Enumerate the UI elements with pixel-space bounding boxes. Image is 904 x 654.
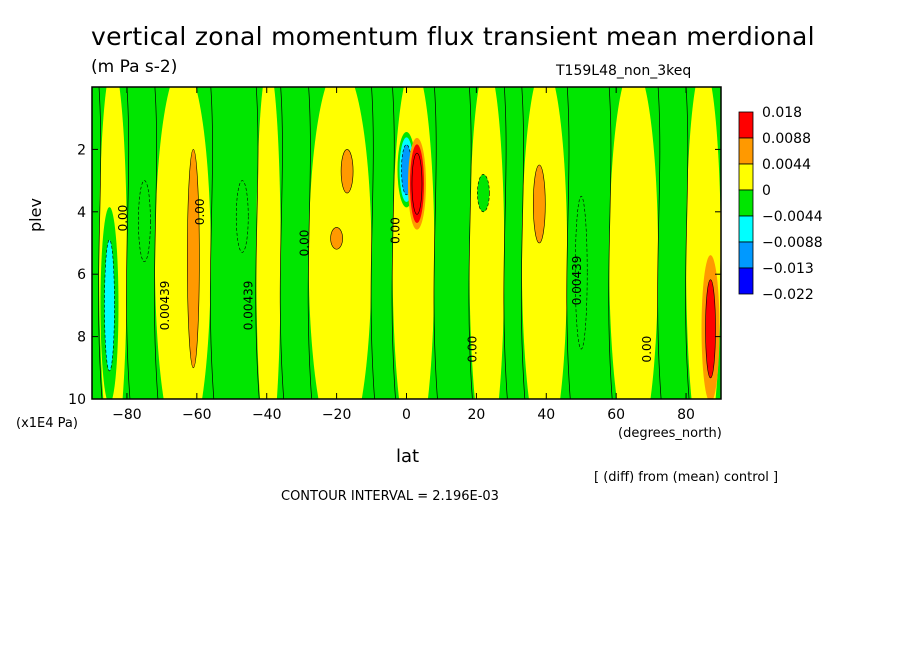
contour-label: 0.00 bbox=[116, 205, 130, 232]
y-axis-unit: (x1E4 Pa) bbox=[16, 416, 78, 431]
y-tick-label: 4 bbox=[77, 205, 86, 221]
positive-band bbox=[521, 87, 568, 399]
positive-band bbox=[392, 87, 435, 399]
contour-line bbox=[685, 87, 690, 399]
contour-label: 0.00439 bbox=[570, 256, 584, 306]
positive-band bbox=[154, 87, 211, 399]
y-tick-label: 10 bbox=[68, 392, 86, 408]
color-legend: 0.018 0.0088 0.0044 0 −0.0044 −0.0088 −0.013 −0… bbox=[738, 105, 823, 303]
chart-units: (m Pa s-2) bbox=[91, 57, 178, 77]
y-tick-label: 2 bbox=[77, 142, 86, 158]
positive-band bbox=[609, 87, 659, 399]
legend-label: −0.013 bbox=[762, 261, 814, 277]
contour-line bbox=[391, 87, 396, 399]
legend-label: 0 bbox=[762, 183, 771, 199]
feature-core bbox=[235, 180, 249, 253]
x-tick-label: 20 bbox=[467, 407, 485, 423]
contour-line bbox=[98, 87, 103, 399]
x-tick-label: −20 bbox=[322, 407, 352, 423]
legend-swatch bbox=[738, 267, 754, 295]
legend-label: 0.0088 bbox=[762, 131, 811, 147]
legend-label: 0.018 bbox=[762, 105, 802, 121]
contour-line bbox=[468, 87, 473, 399]
contour-label: 0.00 bbox=[193, 198, 207, 225]
contour-line bbox=[255, 87, 260, 399]
diff-note: [ (diff) from (mean) control ] bbox=[594, 470, 779, 485]
positive-band bbox=[686, 87, 721, 399]
contour-label: 0.00439 bbox=[242, 281, 256, 331]
contour-line bbox=[154, 87, 159, 399]
x-axis: −80 −60 −40 −20 0 20 40 60 80 bbox=[112, 87, 695, 423]
x-tick-label: −60 bbox=[182, 407, 212, 423]
legend-swatch bbox=[738, 215, 754, 243]
contour-line bbox=[657, 87, 662, 399]
positive-band bbox=[308, 87, 372, 399]
legend-swatch bbox=[738, 241, 754, 269]
y-tick-label: 8 bbox=[77, 330, 86, 346]
feature-core bbox=[477, 174, 490, 213]
x-tick-label: 40 bbox=[537, 407, 555, 423]
feature-core bbox=[138, 180, 151, 263]
legend-label: −0.022 bbox=[762, 287, 814, 303]
feature-core bbox=[340, 149, 354, 194]
legend-swatch bbox=[738, 137, 754, 165]
feature-core bbox=[187, 149, 200, 369]
legend-swatch bbox=[738, 111, 754, 139]
x-axis-unit: (degrees_north) bbox=[618, 426, 722, 441]
positive-band bbox=[256, 87, 281, 399]
feature-core bbox=[705, 279, 716, 379]
plot-area: 0.00 0.00439 0.00 0.00439 0.00 0.00 0.00 0.0043… bbox=[92, 87, 721, 399]
legend-swatch bbox=[738, 189, 754, 217]
contour-line bbox=[566, 87, 571, 399]
feature-core bbox=[411, 152, 423, 215]
contour-label: 0.00 bbox=[640, 336, 654, 363]
contour-line bbox=[279, 87, 285, 399]
legend-label: 0.0044 bbox=[762, 157, 811, 173]
positive-band bbox=[469, 87, 505, 399]
x-tick-label: 80 bbox=[677, 407, 695, 423]
y-tick-label: 6 bbox=[77, 267, 86, 283]
x-tick-label: −40 bbox=[252, 407, 282, 423]
x-tick-label: −80 bbox=[112, 407, 142, 423]
legend-label: −0.0044 bbox=[762, 209, 823, 225]
run-label: T159L48_non_3keq bbox=[556, 63, 692, 79]
contour-line bbox=[608, 87, 613, 399]
contour-label: 0.00439 bbox=[158, 281, 172, 331]
contour-label: 0.00 bbox=[389, 217, 403, 244]
chart-title: vertical zonal momentum flux transient m… bbox=[91, 22, 815, 51]
contour-label: 0.00 bbox=[465, 336, 479, 363]
x-axis-label: lat bbox=[396, 446, 420, 467]
contour-line bbox=[433, 87, 438, 399]
contour-line bbox=[126, 87, 131, 399]
contour-interval: CONTOUR INTERVAL = 2.196E-03 bbox=[281, 489, 499, 504]
x-tick-label: 0 bbox=[402, 407, 411, 423]
x-tick-label: 60 bbox=[607, 407, 625, 423]
feature-core bbox=[574, 195, 588, 350]
y-axis: 2 4 6 8 10 bbox=[68, 142, 721, 408]
legend-label: −0.0088 bbox=[762, 235, 823, 251]
contour-label: 0.00 bbox=[298, 230, 312, 257]
contour-line bbox=[520, 87, 526, 399]
legend-swatch bbox=[738, 163, 754, 191]
feature-core bbox=[330, 227, 343, 250]
contour-line bbox=[307, 87, 313, 399]
feature-core bbox=[104, 239, 115, 372]
contour-line bbox=[370, 87, 375, 399]
contour-line bbox=[209, 87, 215, 399]
contour-line bbox=[503, 87, 508, 399]
feature-core bbox=[532, 164, 546, 244]
